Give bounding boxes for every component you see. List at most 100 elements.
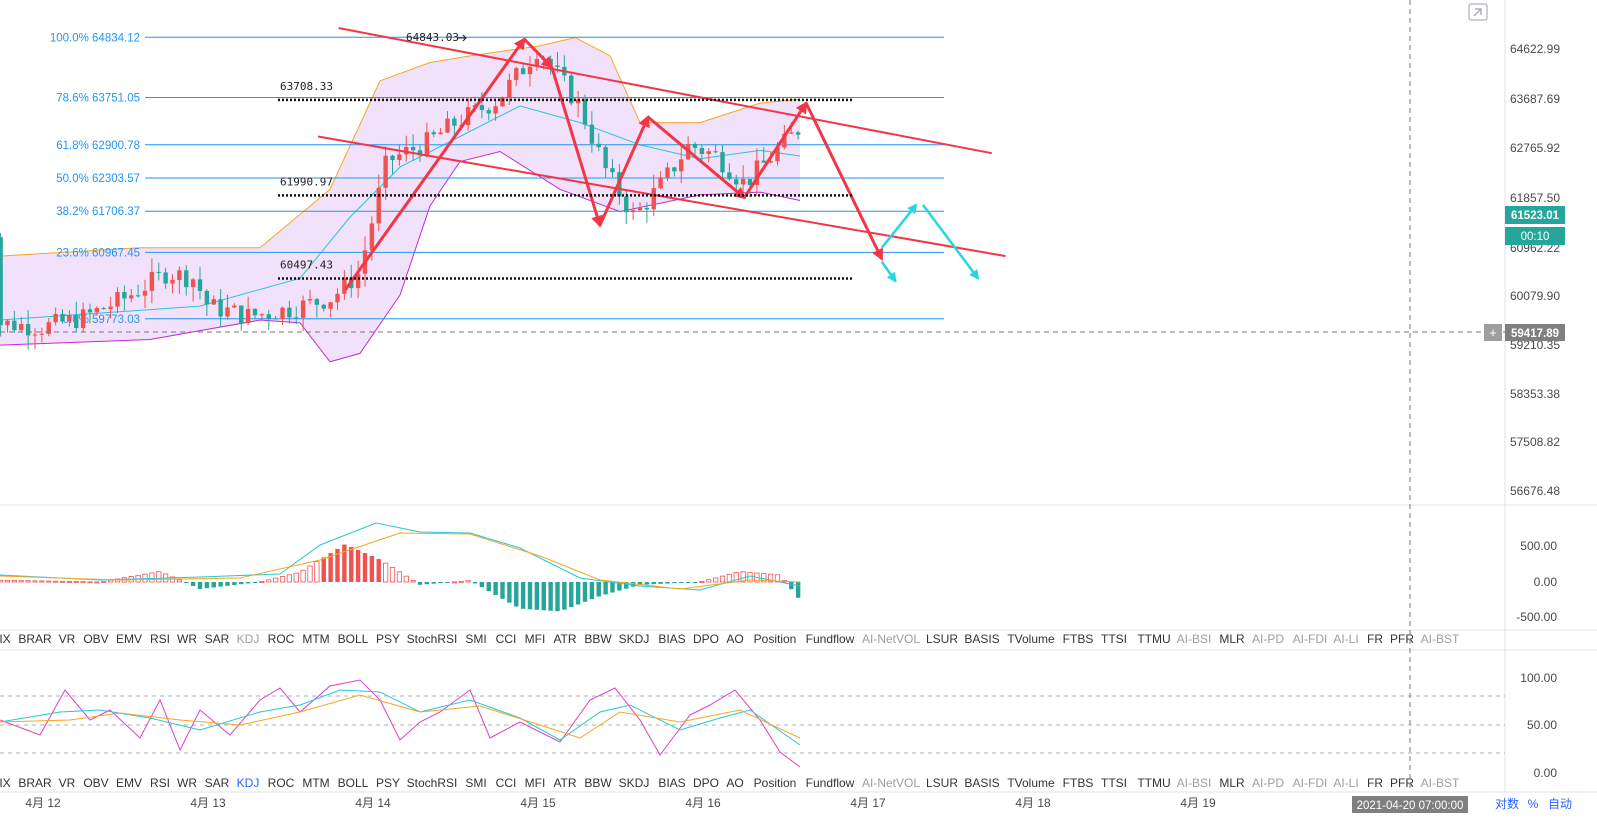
indicator-tab[interactable]: OBV bbox=[83, 632, 108, 646]
indicator-tab[interactable]: AI-NetVOL bbox=[862, 632, 920, 646]
indicator-tab[interactable]: AI-PD bbox=[1252, 632, 1284, 646]
indicator-tab[interactable]: CCI bbox=[496, 632, 517, 646]
indicator-tab[interactable]: BOLL bbox=[338, 632, 369, 646]
indicator-tab[interactable]: MFI bbox=[525, 776, 546, 790]
indicator-tab[interactable]: VR bbox=[59, 632, 76, 646]
indicator-tab[interactable]: TTMU bbox=[1137, 776, 1170, 790]
indicator-tab[interactable]: EMV bbox=[116, 632, 142, 646]
indicator-tab[interactable]: EMV bbox=[116, 776, 142, 790]
indicator-tab[interactable]: BRAR bbox=[18, 776, 52, 790]
indicator-tab[interactable]: MFI bbox=[525, 632, 546, 646]
indicator-tab[interactable]: MTM bbox=[302, 776, 329, 790]
drawings[interactable]: 63708.33 61990.97 60497.43 64843.03 bbox=[278, 27, 1006, 291]
indicator-tab[interactable]: OBV bbox=[83, 776, 108, 790]
time-axis[interactable]: 4月 12 4月 13 4月 14 4月 15 4月 16 4月 17 4月 18 4月 19 bbox=[25, 796, 1216, 810]
indicator-tab[interactable]: BIAS bbox=[658, 632, 685, 646]
indicator-tab[interactable]: Fundflow bbox=[806, 632, 855, 646]
indicator-tab[interactable]: LSUR bbox=[926, 776, 958, 790]
indicator-tab[interactable]: MLR bbox=[1219, 776, 1245, 790]
macd-histogram-bar bbox=[73, 581, 79, 583]
indicator-tab[interactable]: AI-NetVOL bbox=[862, 776, 920, 790]
macd-histogram-bar bbox=[486, 582, 491, 592]
indicator-tab[interactable]: ROC bbox=[268, 776, 295, 790]
indicator-tab[interactable]: KDJ bbox=[237, 776, 260, 790]
indicator-tab[interactable]: Position bbox=[754, 632, 797, 646]
indicator-tab[interactable]: PSY bbox=[376, 776, 400, 790]
indicator-tab[interactable]: BBW bbox=[584, 632, 612, 646]
indicator-tab[interactable]: KDJ bbox=[237, 632, 260, 646]
indicator-tab[interactable]: SKDJ bbox=[619, 632, 650, 646]
indicator-tab[interactable]: BASIS bbox=[964, 632, 999, 646]
indicator-tab[interactable]: VR bbox=[59, 776, 76, 790]
macd-histogram-bar bbox=[211, 582, 216, 588]
candle-body bbox=[672, 167, 677, 172]
indicator-tab[interactable]: WR bbox=[177, 776, 197, 790]
indicator-tab[interactable]: Position bbox=[754, 776, 797, 790]
indicator-tab[interactable]: RSI bbox=[150, 776, 170, 790]
indicator-tab[interactable]: StochRSI bbox=[407, 632, 458, 646]
indicator-tab[interactable]: ATR bbox=[553, 632, 576, 646]
indicator-tab[interactable]: RSI bbox=[150, 632, 170, 646]
indicator-tab[interactable]: DPO bbox=[693, 776, 719, 790]
indicator-tab[interactable]: PFR bbox=[1390, 632, 1414, 646]
indicator-tab[interactable]: AI-LI bbox=[1333, 776, 1358, 790]
indicator-tab[interactable]: AO bbox=[726, 776, 743, 790]
boll-lower-line bbox=[0, 150, 801, 363]
fibonacci-retracement[interactable]: 100.0% 64834.12 78.6% 63751.05 61.8% 62900… bbox=[50, 32, 944, 326]
indicator-tab[interactable]: MTM bbox=[302, 632, 329, 646]
indicator-tab[interactable]: BOLL bbox=[338, 776, 369, 790]
indicator-tab[interactable]: AI-FDI bbox=[1293, 632, 1328, 646]
indicator-tab[interactable]: AI-LI bbox=[1333, 632, 1358, 646]
indicator-tab[interactable]: SAR bbox=[205, 776, 230, 790]
indicator-tab[interactable]: WR bbox=[177, 632, 197, 646]
indicator-tab[interactable]: AI-BST bbox=[1421, 632, 1460, 646]
indicator-tab[interactable]: SMI bbox=[465, 632, 486, 646]
indicator-tab[interactable]: FTBS bbox=[1063, 776, 1094, 790]
indicator-tab[interactable]: CCI bbox=[496, 776, 517, 790]
indicator-tab[interactable]: SMI bbox=[465, 776, 486, 790]
indicator-tab[interactable]: AI-BST bbox=[1421, 776, 1460, 790]
indicator-tab[interactable]: LSUR bbox=[926, 632, 958, 646]
expand-icon[interactable] bbox=[1468, 3, 1488, 21]
indicator-tab[interactable]: AI-BSI bbox=[1177, 632, 1212, 646]
indicator-tab[interactable]: DPO bbox=[693, 632, 719, 646]
candle-body bbox=[101, 308, 106, 310]
indicator-tab[interactable]: SKDJ bbox=[619, 776, 650, 790]
indicator-tab[interactable]: AO bbox=[726, 632, 743, 646]
log-scale-toggle[interactable]: 对数 bbox=[1495, 796, 1519, 811]
indicator-tab[interactable]: FR bbox=[1367, 776, 1383, 790]
indicator-tab[interactable]: IX bbox=[0, 632, 11, 646]
indicator-tab[interactable]: BRAR bbox=[18, 632, 52, 646]
indicator-tab[interactable]: PSY bbox=[376, 632, 400, 646]
indicator-tab[interactable]: AI-BSI bbox=[1177, 776, 1212, 790]
indicator-tab[interactable]: TTSI bbox=[1101, 776, 1127, 790]
indicator-tab[interactable]: BIAS bbox=[658, 776, 685, 790]
indicator-tab[interactable]: TVolume bbox=[1007, 776, 1055, 790]
indicator-tab[interactable]: IX bbox=[0, 776, 11, 790]
indicator-tab[interactable]: BBW bbox=[584, 776, 612, 790]
percent-scale-toggle[interactable]: % bbox=[1528, 797, 1539, 811]
indicator-tab[interactable]: FR bbox=[1367, 632, 1383, 646]
indicator-tab[interactable]: AI-FDI bbox=[1293, 776, 1328, 790]
price-axis[interactable]: 64622.9963687.6962765.9261857.5060962.22… bbox=[1510, 42, 1560, 780]
indicator-tab[interactable]: TTSI bbox=[1101, 632, 1127, 646]
countdown-value: 00:10 bbox=[1521, 231, 1550, 243]
indicator-tab[interactable]: MLR bbox=[1219, 632, 1245, 646]
indicator-tabs[interactable]: IX BRAR VR OBV EMV RSI WR SAR KDJ ROC MTM BOLL PSY St… bbox=[0, 632, 1460, 790]
indicator-tab[interactable]: FTBS bbox=[1063, 632, 1094, 646]
macd-histogram-bar bbox=[472, 582, 478, 584]
indicator-tab[interactable]: Fundflow bbox=[806, 776, 855, 790]
indicator-tab[interactable]: TVolume bbox=[1007, 632, 1055, 646]
auto-scale-toggle[interactable]: 自动 bbox=[1548, 797, 1572, 811]
indicator-tab[interactable]: TTMU bbox=[1137, 632, 1170, 646]
indicator-tab[interactable]: ROC bbox=[268, 632, 295, 646]
macd-histogram-bar bbox=[624, 582, 629, 589]
indicator-tab[interactable]: StochRSI bbox=[407, 776, 458, 790]
indicator-tab[interactable]: SAR bbox=[205, 632, 230, 646]
indicator-tab[interactable]: BASIS bbox=[964, 776, 999, 790]
indicator-tab[interactable]: ATR bbox=[553, 776, 576, 790]
indicator-tab[interactable]: PFR bbox=[1390, 776, 1414, 790]
macd-histogram-bar bbox=[142, 573, 148, 583]
indicator-tab[interactable]: AI-PD bbox=[1252, 776, 1284, 790]
